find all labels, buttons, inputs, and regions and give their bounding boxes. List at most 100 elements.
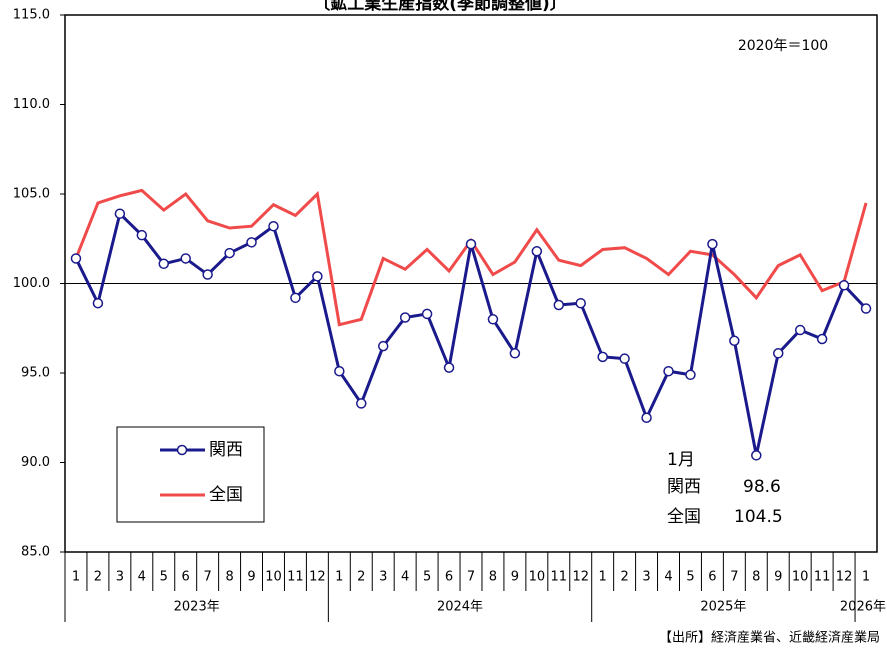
annotation-month: 1月 <box>667 450 695 470</box>
annotation-name: 全国 <box>667 507 701 527</box>
point <box>707 238 718 250</box>
x-tick-label: 12 <box>836 570 853 585</box>
point <box>158 258 170 270</box>
point <box>641 412 652 423</box>
point <box>751 450 762 461</box>
annotation-value: 98.6 <box>743 477 781 497</box>
legend-label: 全国 <box>209 485 243 505</box>
point <box>597 351 608 363</box>
y-tick-label: 100.0 <box>13 276 50 291</box>
x-tick-label: 11 <box>814 570 831 585</box>
x-tick-label: 4 <box>664 570 672 585</box>
point <box>312 271 323 282</box>
point <box>377 340 389 352</box>
point <box>553 299 565 311</box>
point <box>136 229 148 241</box>
unit-note: 2020年＝100 <box>738 38 828 54</box>
point <box>531 246 543 257</box>
x-tick-label: 11 <box>551 570 568 585</box>
y-tick-label: 95.0 <box>21 366 50 381</box>
x-tick-label: 7 <box>730 570 738 585</box>
source: 【出所】経済産業省、近畿経済産業局 <box>659 630 880 646</box>
x-tick-label: 9 <box>774 570 782 585</box>
legend-label: 関西 <box>209 440 243 460</box>
y-tick-label: 110.0 <box>13 97 50 112</box>
x-tick-label: 4 <box>401 570 409 585</box>
x-tick-label: 7 <box>204 570 212 585</box>
point <box>619 353 630 364</box>
x-tick-label: 8 <box>489 570 497 585</box>
x-tick-label: 6 <box>445 570 453 585</box>
point <box>860 303 872 314</box>
x-tick-label: 12 <box>572 570 589 585</box>
x-tick-label: 2 <box>620 570 628 585</box>
point <box>356 398 367 409</box>
y-tick-label: 115.0 <box>13 8 50 23</box>
x-tick-label: 7 <box>467 570 475 585</box>
x-tick-label: 1 <box>72 570 80 585</box>
y-tick-label: 85.0 <box>21 545 50 560</box>
x-tick-label: 5 <box>686 570 694 585</box>
x-tick-label: 3 <box>642 570 650 585</box>
chart-title: 〔鉱工業生産指数(季節調整値)〕 <box>313 0 567 14</box>
point <box>575 297 586 309</box>
x-tick-label: 12 <box>309 570 326 585</box>
x-tick-label: 8 <box>225 570 233 585</box>
x-tick-label: 5 <box>160 570 168 585</box>
x-tick-label: 2 <box>357 570 365 585</box>
legend-box <box>116 426 265 523</box>
point <box>729 335 740 347</box>
point <box>70 253 82 264</box>
point <box>509 348 521 359</box>
x-tick-label: 10 <box>529 570 546 585</box>
point <box>180 253 191 264</box>
point <box>663 365 674 377</box>
annotation-name: 関西 <box>667 477 701 497</box>
x-tick-label: 1 <box>335 570 343 585</box>
point <box>685 369 696 381</box>
point <box>794 324 806 336</box>
x-tick-label: 8 <box>752 570 760 585</box>
point <box>334 365 345 377</box>
x-tick-label: 9 <box>247 570 255 585</box>
point <box>114 208 126 219</box>
year-label: 2025年 <box>700 600 746 615</box>
point <box>772 348 784 359</box>
plot-frame <box>64 14 878 553</box>
point <box>224 247 235 259</box>
x-tick-label: 1 <box>599 570 607 585</box>
point <box>290 292 301 304</box>
annotation-value: 104.5 <box>734 507 783 527</box>
x-tick-label: 6 <box>182 570 190 585</box>
x-tick-label: 3 <box>116 570 124 585</box>
point <box>421 308 433 320</box>
point <box>246 237 257 248</box>
x-tick-label: 3 <box>379 570 387 585</box>
year-label: 2026年 <box>840 600 886 615</box>
x-tick-label: 10 <box>792 570 809 585</box>
point <box>816 333 828 345</box>
point <box>92 297 104 309</box>
x-tick-label: 4 <box>138 570 146 585</box>
x-tick-label: 11 <box>287 570 304 585</box>
x-tick-label: 9 <box>511 570 519 585</box>
series-line <box>74 210 868 456</box>
year-label: 2023年 <box>174 600 220 615</box>
point <box>268 220 279 232</box>
y-tick-label: 90.0 <box>21 455 50 470</box>
point <box>443 362 455 373</box>
x-tick-label: 1 <box>862 570 870 585</box>
x-tick-label: 2 <box>94 570 102 585</box>
point <box>202 269 213 280</box>
x-tick-label: 6 <box>708 570 716 585</box>
point <box>465 238 477 250</box>
year-label: 2024年 <box>437 600 483 615</box>
x-tick-label: 5 <box>423 570 431 585</box>
series-line <box>74 188 868 327</box>
point <box>487 314 499 325</box>
point <box>838 280 850 291</box>
y-tick-label: 105.0 <box>13 187 50 202</box>
x-tick-label: 10 <box>265 570 282 585</box>
legend-marker <box>176 444 188 456</box>
